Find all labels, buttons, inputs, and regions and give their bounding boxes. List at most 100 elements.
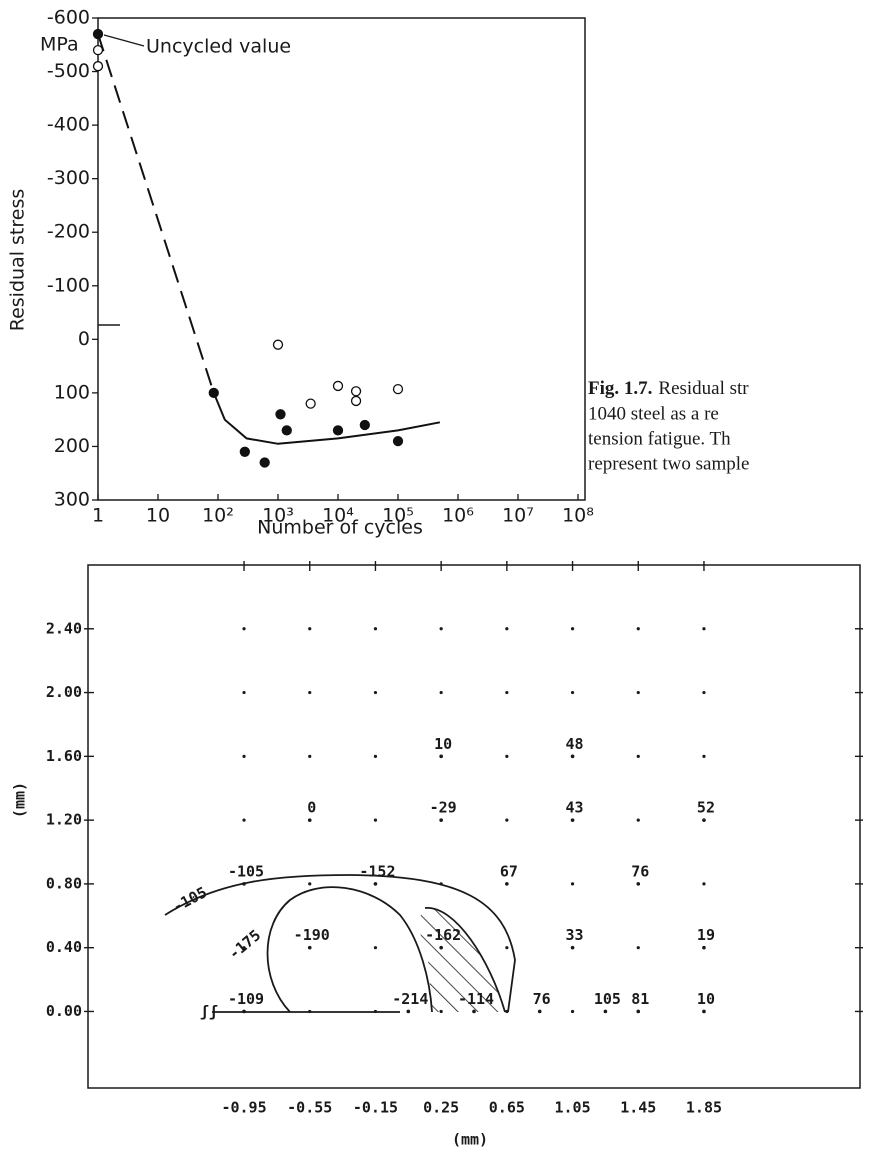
data-point [350,395,362,407]
y-tick-label: -200 [47,221,90,243]
y-tick-label: 0.40 [46,938,82,956]
grid-dot [373,690,378,695]
grid-dot [636,627,640,631]
value-label: 48 [566,735,584,753]
data-point [570,754,575,759]
value-label: 76 [631,862,649,880]
value-label: 81 [631,990,649,1008]
fit-line [212,392,441,445]
x-tick-label: 1.85 [686,1099,722,1117]
grid-dot [702,690,706,695]
grid-dot [242,946,246,950]
value-label: -29 [430,799,457,817]
grid-dot [505,946,509,950]
grid-dot [570,882,575,886]
grid-dot [636,754,640,758]
y-tick-label: 300 [54,489,90,511]
data-point [275,409,286,420]
value-label: 43 [566,799,584,817]
caption-line: 1040 steel as a re [588,403,719,424]
grid-dot [570,690,575,695]
grid-dot [636,946,640,950]
value-label: -190 [294,926,330,944]
data-point [272,339,284,350]
grid-dot [702,627,706,631]
grid-dot [570,627,575,631]
x-axis-label: (mm) [452,1131,488,1149]
grid-dot [373,818,378,822]
value-label: -114 [458,990,494,1008]
y-unit: MPa [40,34,79,56]
data-point [307,818,312,822]
break-mark: ʃʃ [200,1003,218,1021]
grid-dot [439,690,443,695]
data-point [208,387,219,399]
caption-line: tension fatigue. Th [588,428,731,449]
grid-dot [570,1009,575,1014]
data-point [537,1009,542,1014]
value-label: 10 [697,990,715,1008]
y-tick-label: -600 [47,7,90,29]
grid-dot [373,946,378,950]
data-point [332,380,344,392]
grid-dot [308,882,312,886]
y-tick-label: 1.60 [46,747,82,765]
grid-dot [439,1009,443,1014]
y-axis-label: Residual stress [7,189,29,332]
plot-frame [97,17,586,501]
data-point [239,446,250,457]
grid-dot [636,690,640,695]
data-point [92,28,104,40]
grid-dot [505,754,509,758]
contour-label: -175 [225,926,264,963]
contour-line [424,907,506,1013]
data-point [439,818,443,822]
caption-text: Residual str [658,378,749,399]
data-point [702,1009,706,1014]
data-point [392,435,404,447]
contour-line [266,886,433,1013]
y-tick-label: 100 [54,381,90,403]
y-tick-label: 2.00 [46,683,82,701]
contour-line [164,874,516,1013]
grid-dot [505,690,509,695]
x-tick-label: 10⁷ [502,505,534,527]
x-tick-label: 10⁶ [442,505,474,527]
y-tick-label: -100 [47,274,90,296]
grid-dot [505,627,509,631]
data-point [702,945,706,950]
data-point [242,882,246,886]
grid-dot [308,754,312,758]
x-tick-label: 1.45 [620,1099,656,1117]
grid-dot [308,690,312,695]
x-tick-label: 10³ [262,505,294,527]
grid-dot [702,754,706,758]
y-tick-label: 0 [78,328,90,350]
x-tick-label: 10² [202,505,234,527]
fit-line [97,33,215,394]
caption-label: Fig. 1.7. [588,378,652,399]
annotation-leader [103,34,145,47]
data-point [259,457,270,468]
x-tick-label: 0.25 [423,1099,459,1117]
x-tick-label: 1 [92,505,104,527]
value-label: -105 [228,862,264,880]
data-point [307,945,312,950]
hatched-region [419,907,505,1012]
data-point [373,882,378,886]
value-label: 76 [533,990,551,1008]
y-tick-label: 2.40 [46,619,82,637]
grid-dot [636,818,640,822]
data-point [242,1009,246,1014]
x-tick-label: -0.55 [287,1099,332,1117]
x-tick-label: -0.95 [221,1099,266,1117]
data-point [406,1009,411,1014]
annotation: Uncycled value [146,36,291,58]
y-tick-label: 0.00 [46,1002,82,1020]
grid-dot [242,818,246,822]
grid-dot [702,882,706,886]
x-tick-label: 10⁸ [562,505,594,527]
data-point [570,818,575,822]
data-point [702,818,706,822]
